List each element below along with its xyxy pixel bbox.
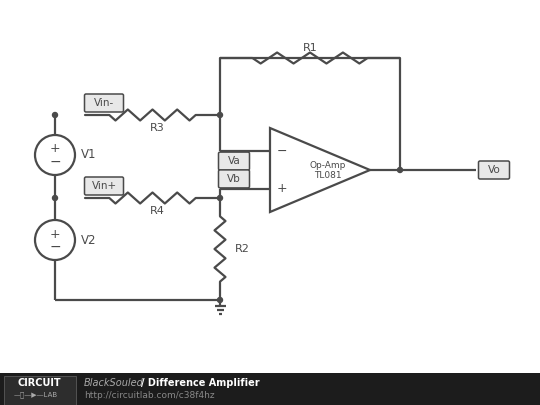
Text: TL081: TL081 [314, 171, 342, 181]
Text: Vin+: Vin+ [91, 181, 117, 191]
FancyBboxPatch shape [84, 177, 124, 195]
Text: Op-Amp: Op-Amp [310, 160, 346, 170]
Text: −: − [49, 240, 61, 254]
Text: −: − [277, 145, 287, 158]
FancyBboxPatch shape [219, 170, 249, 188]
Text: Vo: Vo [488, 165, 501, 175]
Text: CIRCUIT: CIRCUIT [18, 378, 62, 388]
Circle shape [397, 168, 402, 173]
FancyBboxPatch shape [478, 161, 510, 179]
Text: R1: R1 [302, 43, 318, 53]
Text: +: + [276, 182, 287, 195]
Text: V1: V1 [81, 149, 97, 162]
Text: −: − [49, 155, 61, 169]
Text: R2: R2 [235, 244, 250, 254]
Text: Va: Va [228, 156, 240, 166]
Circle shape [218, 113, 222, 117]
Circle shape [52, 196, 57, 200]
Bar [0, 373, 540, 405]
FancyBboxPatch shape [84, 94, 124, 112]
Text: http://circuitlab.com/c38f4hz: http://circuitlab.com/c38f4hz [84, 390, 214, 399]
FancyBboxPatch shape [219, 152, 249, 170]
Text: R4: R4 [150, 206, 165, 216]
Text: V2: V2 [81, 234, 97, 247]
Circle shape [218, 298, 222, 303]
Text: Vin-: Vin- [94, 98, 114, 108]
Text: BlackSouled: BlackSouled [84, 378, 144, 388]
Text: R3: R3 [150, 123, 165, 133]
Text: +: + [50, 143, 60, 156]
Text: Vb: Vb [227, 174, 241, 184]
Circle shape [218, 196, 222, 200]
Bar [4, 376, 76, 405]
Text: / Difference Amplifier: / Difference Amplifier [141, 378, 260, 388]
Text: +: + [50, 228, 60, 241]
Text: —⧸—▶—LAB: —⧸—▶—LAB [14, 392, 58, 398]
Circle shape [52, 113, 57, 117]
